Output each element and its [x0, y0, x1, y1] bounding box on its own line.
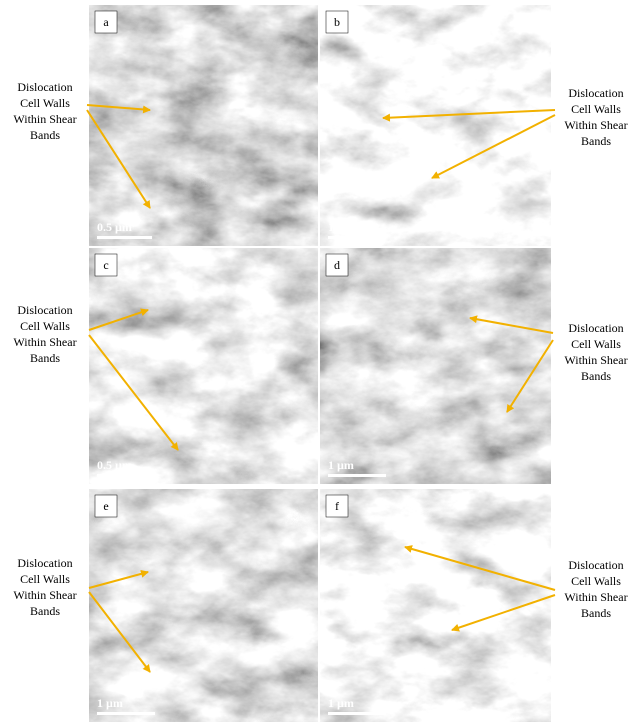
panel: d 1 µm [320, 248, 551, 484]
panel-label: c [103, 258, 108, 272]
annotation-text: Bands [30, 351, 60, 365]
annotation-text: Cell Walls [571, 574, 621, 588]
scale-bar [328, 712, 386, 715]
annotation-text: Bands [581, 134, 611, 148]
annotation-text: Within Shear [13, 112, 76, 126]
panel: f 1 µm [320, 489, 551, 722]
annotation-text: Within Shear [564, 590, 627, 604]
figure: a 0.5 µm Dislocation Cell Walls Within Shear… [0, 0, 639, 727]
micrograph [320, 5, 551, 246]
annotation-text: Within Shear [13, 588, 76, 602]
panel-label: b [334, 15, 340, 29]
micrograph [89, 489, 318, 722]
panel-label: e [103, 499, 108, 513]
annotation-text: Cell Walls [20, 572, 70, 586]
annotation-text: Dislocation [568, 558, 623, 572]
panel: e 1 µm [89, 489, 318, 722]
scale-bar-label: 1 µm [328, 458, 354, 472]
panel-label: f [335, 499, 339, 513]
annotation-text: Bands [30, 604, 60, 618]
annotation-text: Within Shear [564, 118, 627, 132]
panel: c 0.5 µm [89, 248, 318, 484]
panel-label: a [103, 15, 109, 29]
annotation-text: Within Shear [13, 335, 76, 349]
micrograph [89, 5, 318, 246]
micrograph [320, 248, 551, 484]
micrograph [320, 489, 551, 722]
micrograph [89, 248, 318, 484]
annotation-text: Bands [30, 128, 60, 142]
annotation-text: Cell Walls [20, 319, 70, 333]
annotation-text: Dislocation [17, 556, 72, 570]
annotation-text: Cell Walls [20, 96, 70, 110]
scale-bar [328, 236, 386, 239]
panel: a 0.5 µm [89, 5, 318, 246]
annotation-text: Within Shear [564, 353, 627, 367]
annotation-text: Bands [581, 606, 611, 620]
annotation-text: Cell Walls [571, 102, 621, 116]
annotation-text: Dislocation [568, 86, 623, 100]
scale-bar [97, 474, 152, 477]
scale-bar-label: 0.5 µm [97, 458, 132, 472]
annotation-text: Dislocation [17, 80, 72, 94]
annotation-text: Bands [581, 369, 611, 383]
scale-bar [97, 236, 152, 239]
scale-bar-label: 1 µm [328, 220, 354, 234]
scale-bar [97, 712, 155, 715]
scale-bar-label: 1 µm [328, 696, 354, 710]
annotation-text: Cell Walls [571, 337, 621, 351]
annotation-text: Dislocation [568, 321, 623, 335]
panel: b 1 µm [320, 5, 551, 246]
scale-bar [328, 474, 386, 477]
annotation-text: Dislocation [17, 303, 72, 317]
scale-bar-label: 1 µm [97, 696, 123, 710]
panel-label: d [334, 258, 340, 272]
scale-bar-label: 0.5 µm [97, 220, 132, 234]
